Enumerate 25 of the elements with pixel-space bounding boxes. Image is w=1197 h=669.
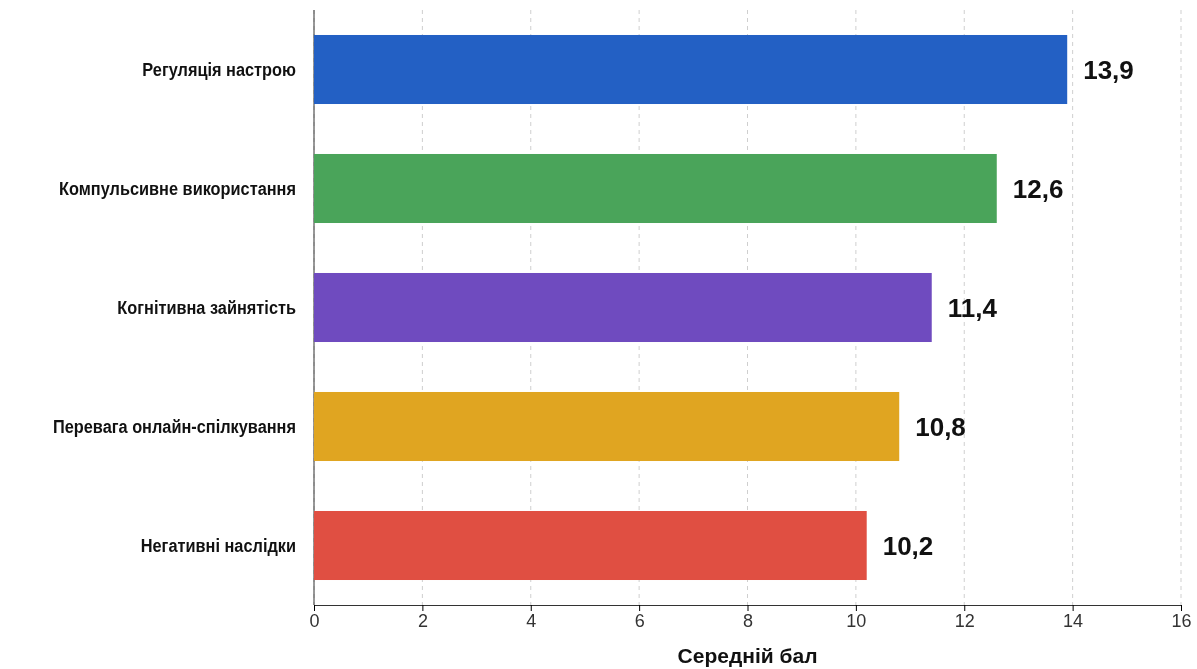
y-tick-label: Регуляція настрою [142, 58, 296, 80]
x-tick-label: 12 [954, 610, 975, 631]
data-label: 10,2 [882, 530, 934, 561]
data-label: 12,6 [1012, 173, 1064, 204]
bar [314, 510, 867, 581]
x-tick-label: 4 [526, 610, 537, 631]
x-tick-label: 8 [742, 610, 754, 631]
data-label: 11,4 [947, 292, 998, 323]
x-tick-label: 2 [417, 610, 428, 631]
data-label: 10,8 [915, 411, 966, 442]
bar [314, 34, 1068, 105]
data-label: 13,9 [1083, 54, 1134, 85]
x-tick-label: 14 [1063, 610, 1084, 631]
y-tick-label: Перевага онлайн-спілкування [52, 415, 296, 437]
bar [314, 272, 932, 343]
x-tick-label: 6 [634, 610, 645, 631]
y-tick-label: Негативні наслідки [140, 534, 296, 556]
x-tick-label: 10 [846, 610, 867, 631]
x-tick-label: 0 [309, 610, 320, 631]
x-axis-title: Середній бал [677, 644, 818, 667]
bar [314, 153, 997, 224]
bar [314, 391, 900, 462]
y-tick-label: Когнітивна зайнятість [117, 296, 297, 318]
x-tick-label: 16 [1171, 610, 1192, 631]
y-tick-label: Компульсивне використання [59, 177, 296, 199]
